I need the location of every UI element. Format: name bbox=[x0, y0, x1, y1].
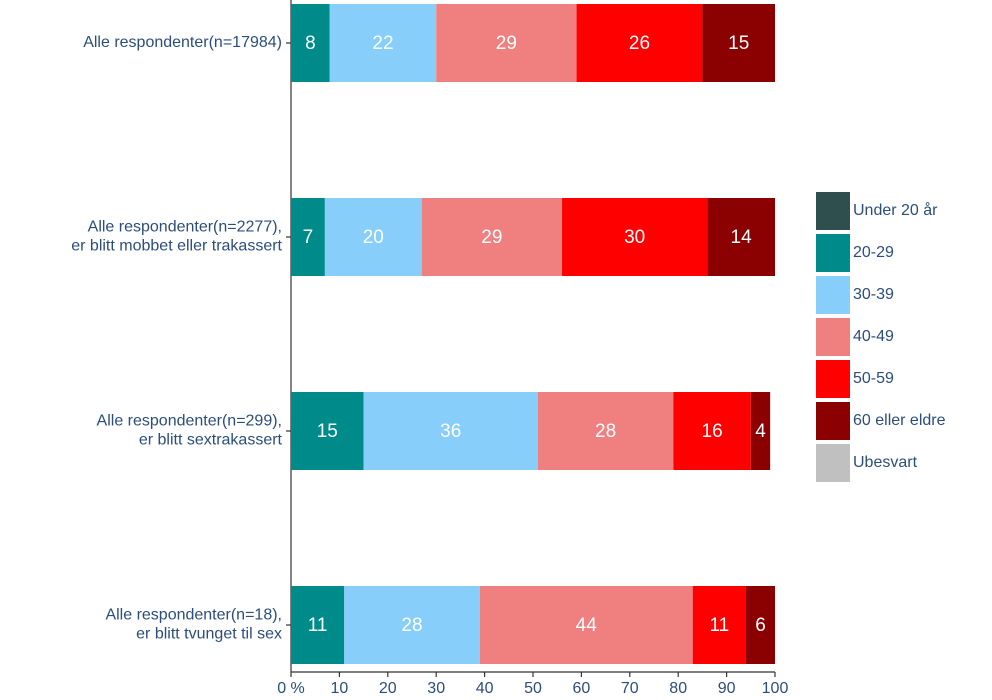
legend-swatch bbox=[816, 192, 850, 230]
y-tick-label: Alle respondenter(n=299), er blitt sextra… bbox=[97, 413, 283, 449]
legend-label: 50-59 bbox=[853, 370, 894, 387]
bar-segment bbox=[745, 586, 775, 664]
bar-segment bbox=[329, 4, 437, 82]
bar-segment bbox=[421, 198, 563, 276]
legend-swatch bbox=[816, 444, 850, 482]
data-label: 11 bbox=[308, 615, 328, 636]
legend-swatch bbox=[816, 402, 850, 440]
bar-segment bbox=[291, 4, 330, 82]
x-tick-label: 40 bbox=[476, 680, 494, 697]
data-label: 29 bbox=[481, 227, 502, 248]
bar-segment bbox=[436, 4, 577, 82]
bar-segment bbox=[537, 392, 674, 470]
bar-segment bbox=[673, 392, 751, 470]
legend-swatch bbox=[816, 318, 850, 356]
data-label: 20 bbox=[363, 227, 384, 248]
bar-segment bbox=[363, 392, 538, 470]
legend-swatch bbox=[816, 276, 850, 314]
data-label: 15 bbox=[317, 421, 338, 442]
legend-label: 20-29 bbox=[853, 244, 894, 261]
data-label: 29 bbox=[496, 33, 517, 54]
x-tick-label: 60 bbox=[573, 680, 591, 697]
bar-segment bbox=[324, 198, 422, 276]
legend-label: 30-39 bbox=[853, 286, 894, 303]
bar-segment bbox=[576, 4, 703, 82]
x-tick-label: 50 bbox=[524, 680, 542, 697]
legend-label: Ubesvart bbox=[853, 454, 918, 471]
bar-segment bbox=[291, 392, 364, 470]
bar-segment bbox=[344, 586, 480, 664]
bar-segment bbox=[479, 586, 693, 664]
bar-segment bbox=[692, 586, 746, 664]
y-tick-label: Alle respondenter(n=18), er blitt tvunget… bbox=[105, 607, 282, 643]
data-label: 28 bbox=[595, 421, 616, 442]
data-label: 16 bbox=[702, 421, 723, 442]
x-tick-label: 30 bbox=[427, 680, 445, 697]
data-label: 11 bbox=[709, 615, 729, 636]
legend-label: Under 20 år bbox=[853, 201, 938, 219]
bar-segment bbox=[707, 198, 775, 276]
data-label: 28 bbox=[401, 615, 422, 636]
x-tick-label: 10 bbox=[331, 680, 349, 697]
x-tick-label: 100 bbox=[762, 680, 789, 697]
data-label: 7 bbox=[303, 227, 314, 248]
data-label: 44 bbox=[576, 615, 598, 636]
data-label: 30 bbox=[624, 227, 645, 248]
data-label: 14 bbox=[731, 227, 753, 248]
legend-swatch bbox=[816, 360, 850, 398]
x-tick-label: 0 % bbox=[277, 680, 305, 697]
y-tick-label: Alle respondenter(n=17984) bbox=[83, 34, 282, 51]
legend-swatch bbox=[816, 234, 850, 272]
legend-label: 40-49 bbox=[853, 328, 894, 345]
data-label: 22 bbox=[372, 33, 393, 54]
legend-label: 60 eller eldre bbox=[853, 412, 946, 429]
bar-segment bbox=[702, 4, 775, 82]
bar-segment bbox=[562, 198, 708, 276]
bar-segment bbox=[750, 392, 771, 470]
x-tick-label: 80 bbox=[669, 680, 687, 697]
bar-segment bbox=[291, 586, 345, 664]
data-label: 6 bbox=[755, 615, 766, 636]
data-label: 15 bbox=[728, 33, 749, 54]
x-tick-label: 20 bbox=[379, 680, 397, 697]
y-tick-label: Alle respondenter(n=2277), er blitt mobbe… bbox=[71, 219, 282, 255]
data-label: 26 bbox=[629, 33, 650, 54]
x-tick-label: 90 bbox=[718, 680, 736, 697]
bar-segment bbox=[291, 198, 325, 276]
data-label: 36 bbox=[440, 421, 461, 442]
x-tick-label: 70 bbox=[621, 680, 639, 697]
data-label: 4 bbox=[755, 421, 766, 442]
data-label: 8 bbox=[305, 33, 316, 54]
